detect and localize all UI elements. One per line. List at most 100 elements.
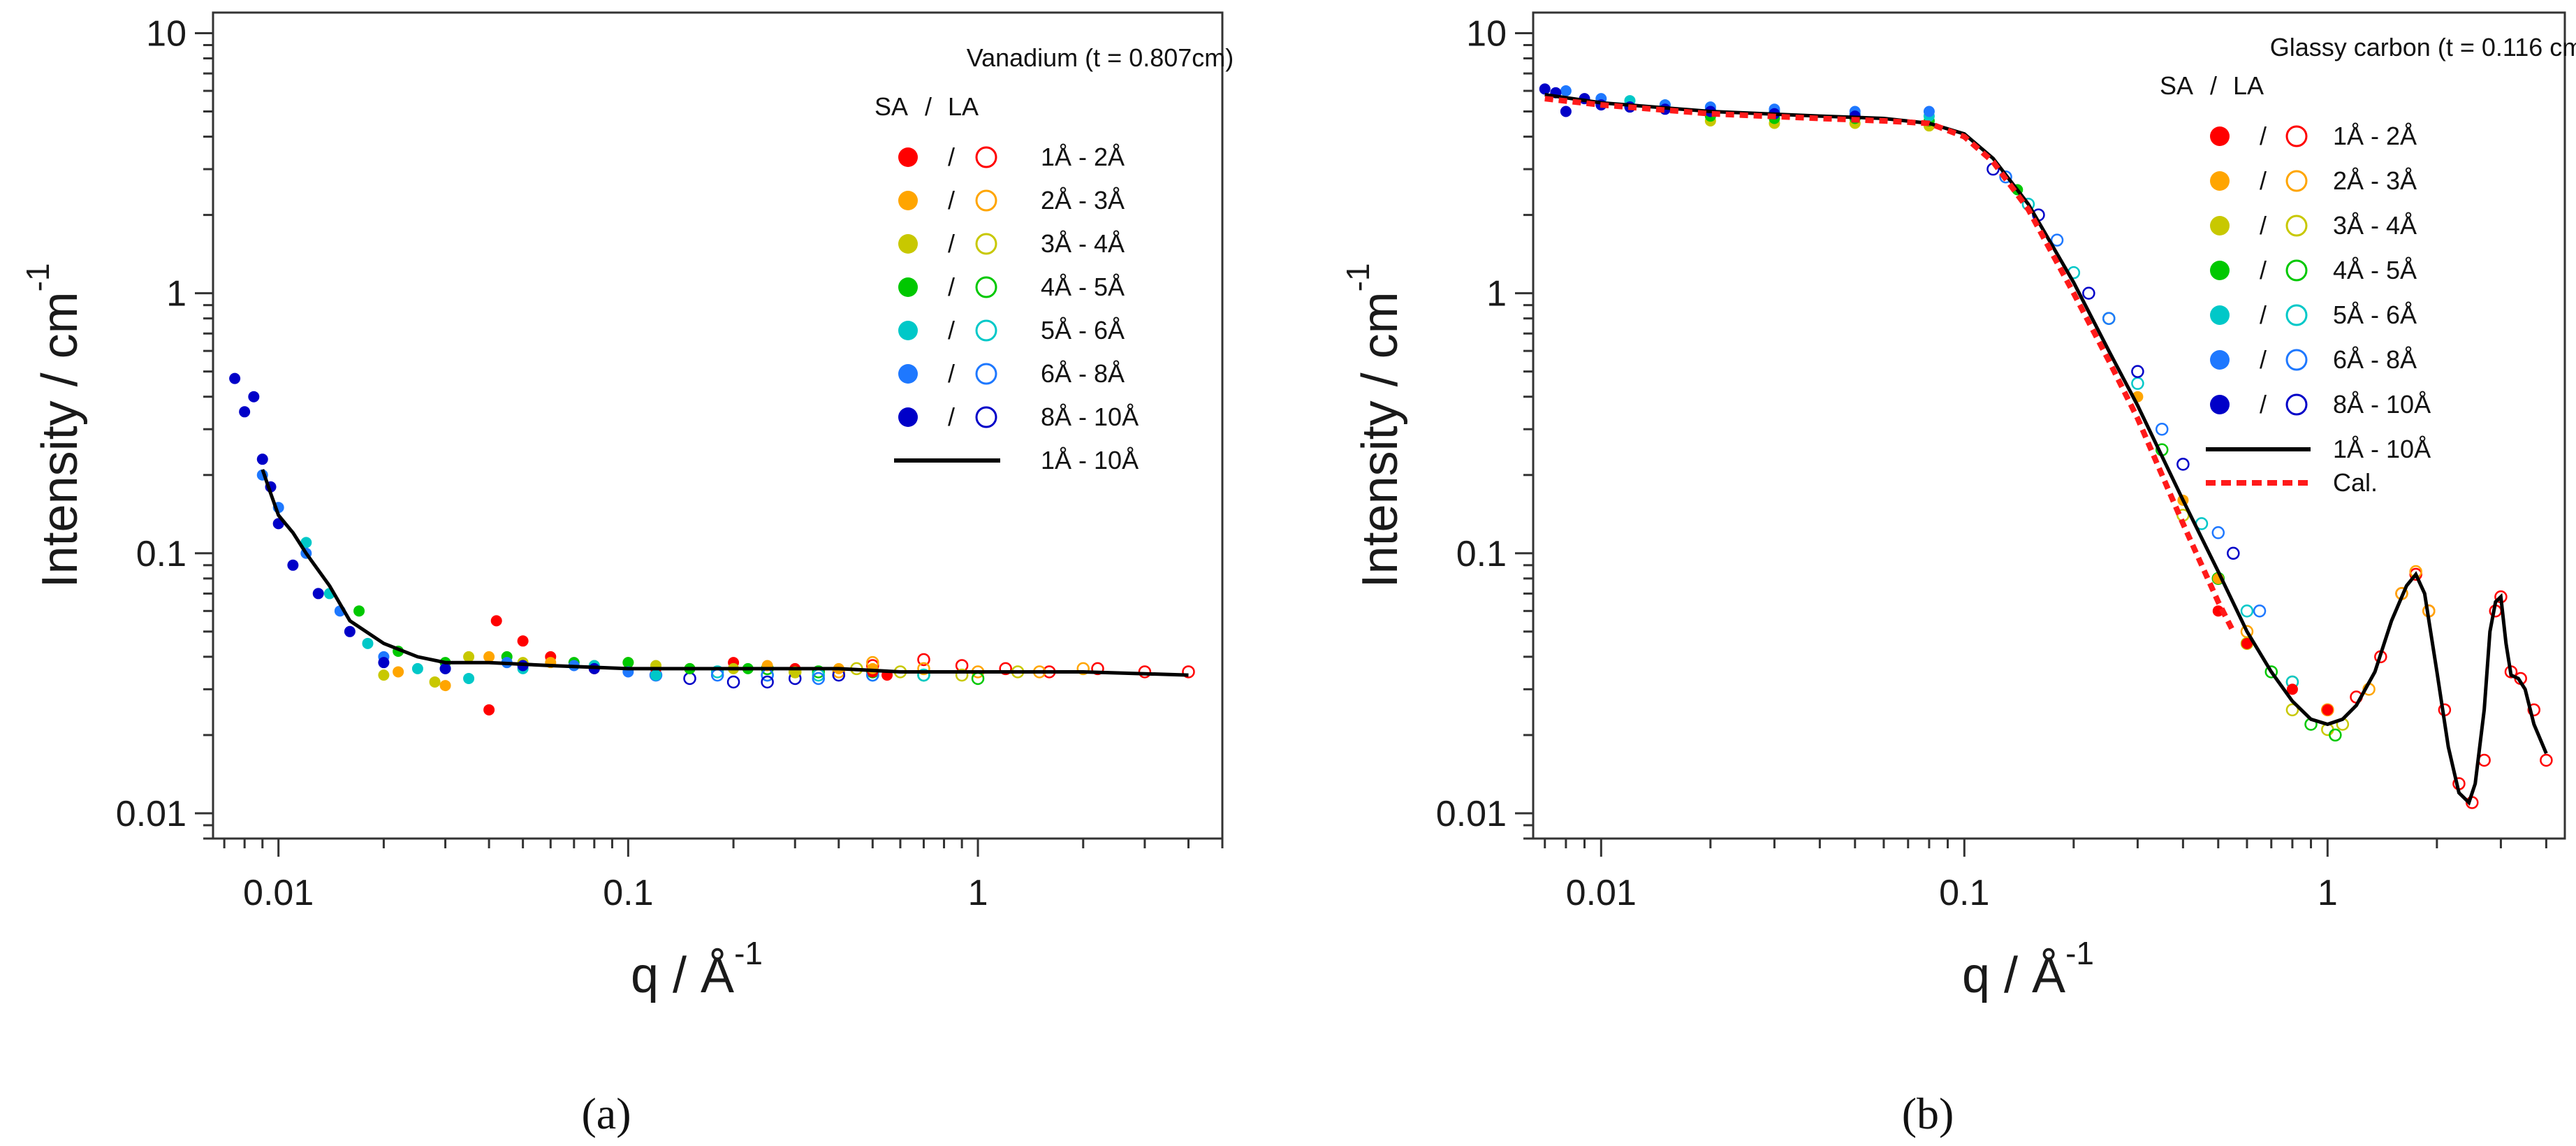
legend-entry-label: 8Å - 10Å [2333, 390, 2431, 419]
la-point [2540, 753, 2553, 767]
la-point [2050, 233, 2064, 247]
sa-point [353, 605, 365, 617]
la-point [726, 675, 740, 689]
sa-point [411, 662, 423, 674]
legend-sa-marker [898, 407, 918, 427]
x-tick-label: 0.01 [243, 873, 314, 913]
sa-point [344, 625, 356, 637]
legend-entry-label: 3Å - 4Å [2333, 211, 2417, 240]
legend-entry-label: 2Å - 3Å [1041, 186, 1125, 215]
la-point [761, 675, 774, 689]
la-point [917, 668, 930, 682]
y-axis-label-sup: -1 [20, 263, 56, 291]
sa-point [1560, 85, 1572, 97]
legend-la-marker [2285, 259, 2308, 282]
sa-point [378, 669, 390, 681]
legend-slash: / [948, 359, 955, 388]
legend-sa-marker [2210, 395, 2230, 414]
sa-point [1923, 106, 1935, 117]
line-1-10 [261, 469, 1189, 677]
legend-la-marker [975, 406, 997, 428]
la-point [2264, 665, 2278, 679]
legend: Glassy carbon (t = 0.116 cm) SA / LA / 1Å - 2… [2160, 33, 2576, 497]
plot-frame [212, 11, 1224, 840]
legend-entry-label: 8Å - 10Å [1041, 402, 1139, 431]
legend-slash: / [948, 186, 955, 215]
legend-header-sa: SA [2160, 71, 2193, 100]
legend-la-marker [975, 146, 997, 168]
sa-point [463, 651, 475, 662]
legend-header-slash: / [2210, 71, 2217, 100]
legend-sa-marker [898, 321, 918, 340]
y-tick-label: 1 [166, 274, 186, 314]
y-tick-label: 1 [1486, 274, 1507, 314]
sa-point [2212, 605, 2224, 617]
sa-point [2241, 637, 2253, 649]
legend-la-marker [2285, 170, 2308, 192]
legend-calc-label: Cal. [2333, 468, 2378, 497]
x-tick-label: 0.1 [603, 873, 653, 913]
la-point [2211, 526, 2225, 539]
la-point [2253, 604, 2267, 618]
legend-entry-label: 4Å - 5Å [1041, 273, 1125, 301]
line-calc [1544, 96, 2236, 633]
legend-sa-marker [898, 191, 918, 210]
legend-entry-label: 3Å - 4Å [1041, 229, 1125, 258]
legend-slash: / [948, 229, 955, 258]
la-point [917, 662, 930, 676]
sa-point [439, 680, 451, 692]
legend-entry-label: 6Å - 8Å [2333, 345, 2417, 374]
panel-label-b: (b) [1902, 1089, 1954, 1138]
sa-point [229, 372, 241, 384]
la-point [917, 653, 930, 667]
legend-la-marker [975, 363, 997, 385]
legend-header-sa: SA [874, 92, 908, 121]
la-point [1076, 662, 1090, 676]
la-point [2285, 703, 2299, 717]
legend-header-slash: / [925, 92, 932, 121]
legend-entry-label: 2Å - 3Å [2333, 166, 2417, 195]
y-tick-label: 0.1 [1456, 534, 1507, 574]
line-1-10 [1544, 93, 2548, 806]
sa-point [483, 651, 495, 662]
legend-sa-marker [898, 364, 918, 384]
la-point [2527, 703, 2541, 717]
la-point [2102, 312, 2116, 325]
y-tick-label: 10 [1466, 13, 1507, 54]
sa-point [1560, 106, 1572, 117]
legend-sa-marker [898, 234, 918, 254]
legend-la-marker [975, 276, 997, 298]
la-point [1182, 665, 1195, 679]
legend-line-label: 1Å - 10Å [2333, 435, 2431, 463]
legend-slash: / [948, 316, 955, 344]
x-axis-label-sup: -1 [2065, 935, 2094, 971]
la-point [999, 662, 1012, 676]
y-tick-label: 0.01 [116, 794, 186, 834]
sa-point [256, 454, 268, 465]
legend-slash: / [2260, 166, 2267, 195]
sa-point [517, 635, 529, 647]
x-tick-label: 0.01 [1566, 873, 1637, 913]
sa-point [248, 391, 260, 402]
legend-entry-label: 4Å - 5Å [2333, 256, 2417, 284]
legend-slash: / [2260, 345, 2267, 374]
legend-header-la: LA [948, 92, 979, 121]
legend-sa-marker [2210, 350, 2230, 370]
legend-title: Glassy carbon (t = 0.116 cm) [2270, 33, 2576, 61]
la-point [2227, 546, 2240, 560]
sa-point [300, 537, 312, 549]
legend-la-marker [2285, 304, 2308, 326]
plot-frame [1532, 11, 2566, 840]
la-point [1999, 170, 2012, 184]
sa-point [393, 666, 404, 678]
panel-label-a: (a) [581, 1089, 631, 1138]
la-point [2131, 365, 2144, 378]
sa-point [490, 615, 502, 627]
la-point [1091, 662, 1104, 676]
legend-slash: / [2260, 122, 2267, 150]
x-axis-label-sup: -1 [734, 935, 763, 971]
sa-point [463, 672, 475, 684]
x-tick-label: 1 [2318, 873, 2338, 913]
legend-la-marker [2285, 393, 2308, 416]
legend-sa-marker [898, 277, 918, 297]
